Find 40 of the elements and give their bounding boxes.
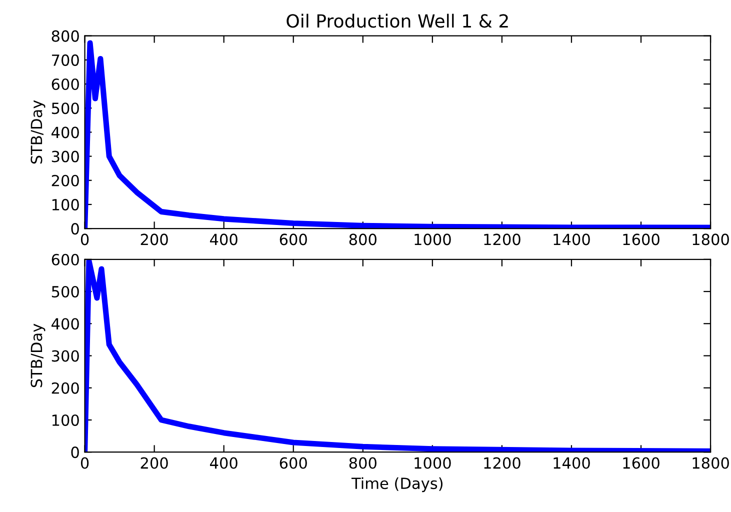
x-axis-title: Time (Days): [351, 477, 442, 492]
chart-title: Oil Production Well 1 & 2: [286, 14, 508, 28]
x-tick-label: 200: [140, 234, 168, 246]
y-tick-label: 600: [52, 254, 79, 266]
y-tick-label: 600: [52, 78, 79, 90]
y-tick-label: 100: [52, 198, 79, 210]
y-tick-label: 800: [52, 30, 79, 42]
x-tick-label: 1800: [692, 234, 729, 246]
y-tick-label: 0: [71, 446, 79, 458]
x-tick-label: 800: [349, 457, 376, 469]
x-tick-label: 600: [280, 234, 307, 246]
x-tick-label: 1200: [484, 234, 520, 246]
x-tick-label: 1000: [414, 234, 451, 246]
x-tick-label: 200: [140, 457, 168, 469]
y-tick-label: 400: [52, 126, 79, 138]
x-tick-label: 1400: [554, 234, 590, 246]
y-tick-label: 0: [71, 223, 79, 235]
x-tick-label: 1000: [414, 457, 451, 469]
x-tick-label: 400: [210, 457, 238, 469]
y-tick-label: 400: [52, 318, 79, 330]
y-tick-label: 100: [52, 414, 79, 426]
x-tick-label: 1400: [554, 457, 590, 469]
y-tick-label: 300: [52, 150, 79, 162]
y-axis-title: STB/Day: [30, 324, 46, 388]
x-tick-label: 400: [210, 234, 238, 246]
y-tick-label: 200: [52, 174, 79, 186]
x-tick-label: 0: [80, 234, 89, 246]
x-tick-label: 0: [80, 457, 89, 469]
y-tick-label: 300: [52, 350, 79, 362]
y-tick-label: 500: [52, 286, 79, 298]
x-tick-label: 1800: [692, 457, 729, 469]
x-tick-label: 1200: [484, 457, 520, 469]
y-tick-label: 500: [52, 102, 79, 114]
y-axis-title: STB/Day: [30, 100, 46, 164]
x-tick-label: 1600: [623, 234, 660, 246]
x-tick-label: 1600: [623, 457, 660, 469]
y-tick-label: 200: [52, 382, 79, 394]
x-tick-label: 800: [349, 234, 376, 246]
x-tick-label: 600: [280, 457, 307, 469]
y-tick-label: 700: [52, 54, 79, 66]
